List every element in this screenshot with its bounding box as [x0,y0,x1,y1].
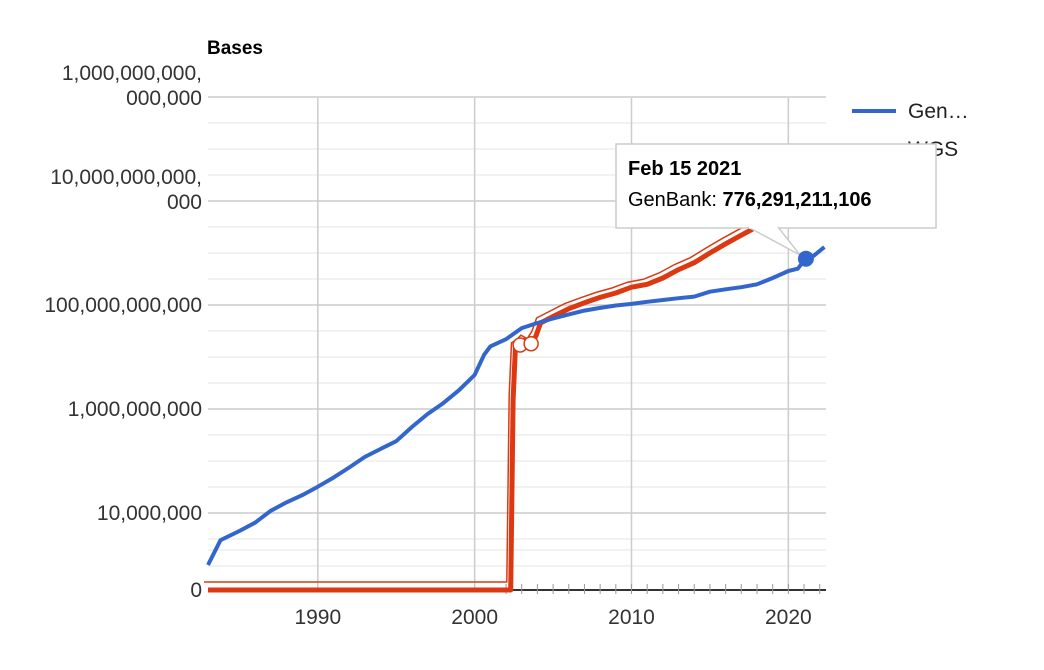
series-line-wgs[interactable] [208,214,775,593]
x-axis-ticks: 1990 2000 2010 2020 [294,606,811,629]
y-tick-label: 100,000,000,000 [44,294,202,317]
y-axis-title: Bases [207,38,263,59]
series-point-wgs[interactable] [523,335,539,352]
plot-area[interactable] [204,210,826,593]
y-tick-label: 1,000,000,000, [62,62,202,85]
tooltip: Feb 15 2021 GenBank: 776,291,211,106 [615,143,937,267]
y-tick-label: 0 [190,579,202,602]
tooltip-box [615,143,937,229]
tooltip-pointer [747,226,801,256]
y-tick-label: 000 [167,191,202,214]
highlighted-point-genbank[interactable] [797,250,814,267]
y-axis-ticks: 0 10,000,000 1,000,000,000 100,000,000,000 1… [44,62,202,602]
x-tick-label: 1990 [294,606,341,629]
tooltip-value: GenBank: 776,291,211,106 [628,189,872,211]
y-tick-label: 1,000,000,000 [68,398,202,421]
x-tick-label: 2020 [765,606,812,629]
x-tick-label: 2010 [608,606,655,629]
legend-label-genbank[interactable]: Gen… [908,100,969,123]
y-tick-label: 000,000 [126,87,202,110]
series-line-genbank[interactable] [206,245,826,566]
x-tick-label: 2000 [451,606,498,629]
tooltip-date: Feb 15 2021 [628,158,741,180]
y-tick-label: 10,000,000 [97,502,202,525]
y-tick-label: 10,000,000,000, [50,166,202,189]
